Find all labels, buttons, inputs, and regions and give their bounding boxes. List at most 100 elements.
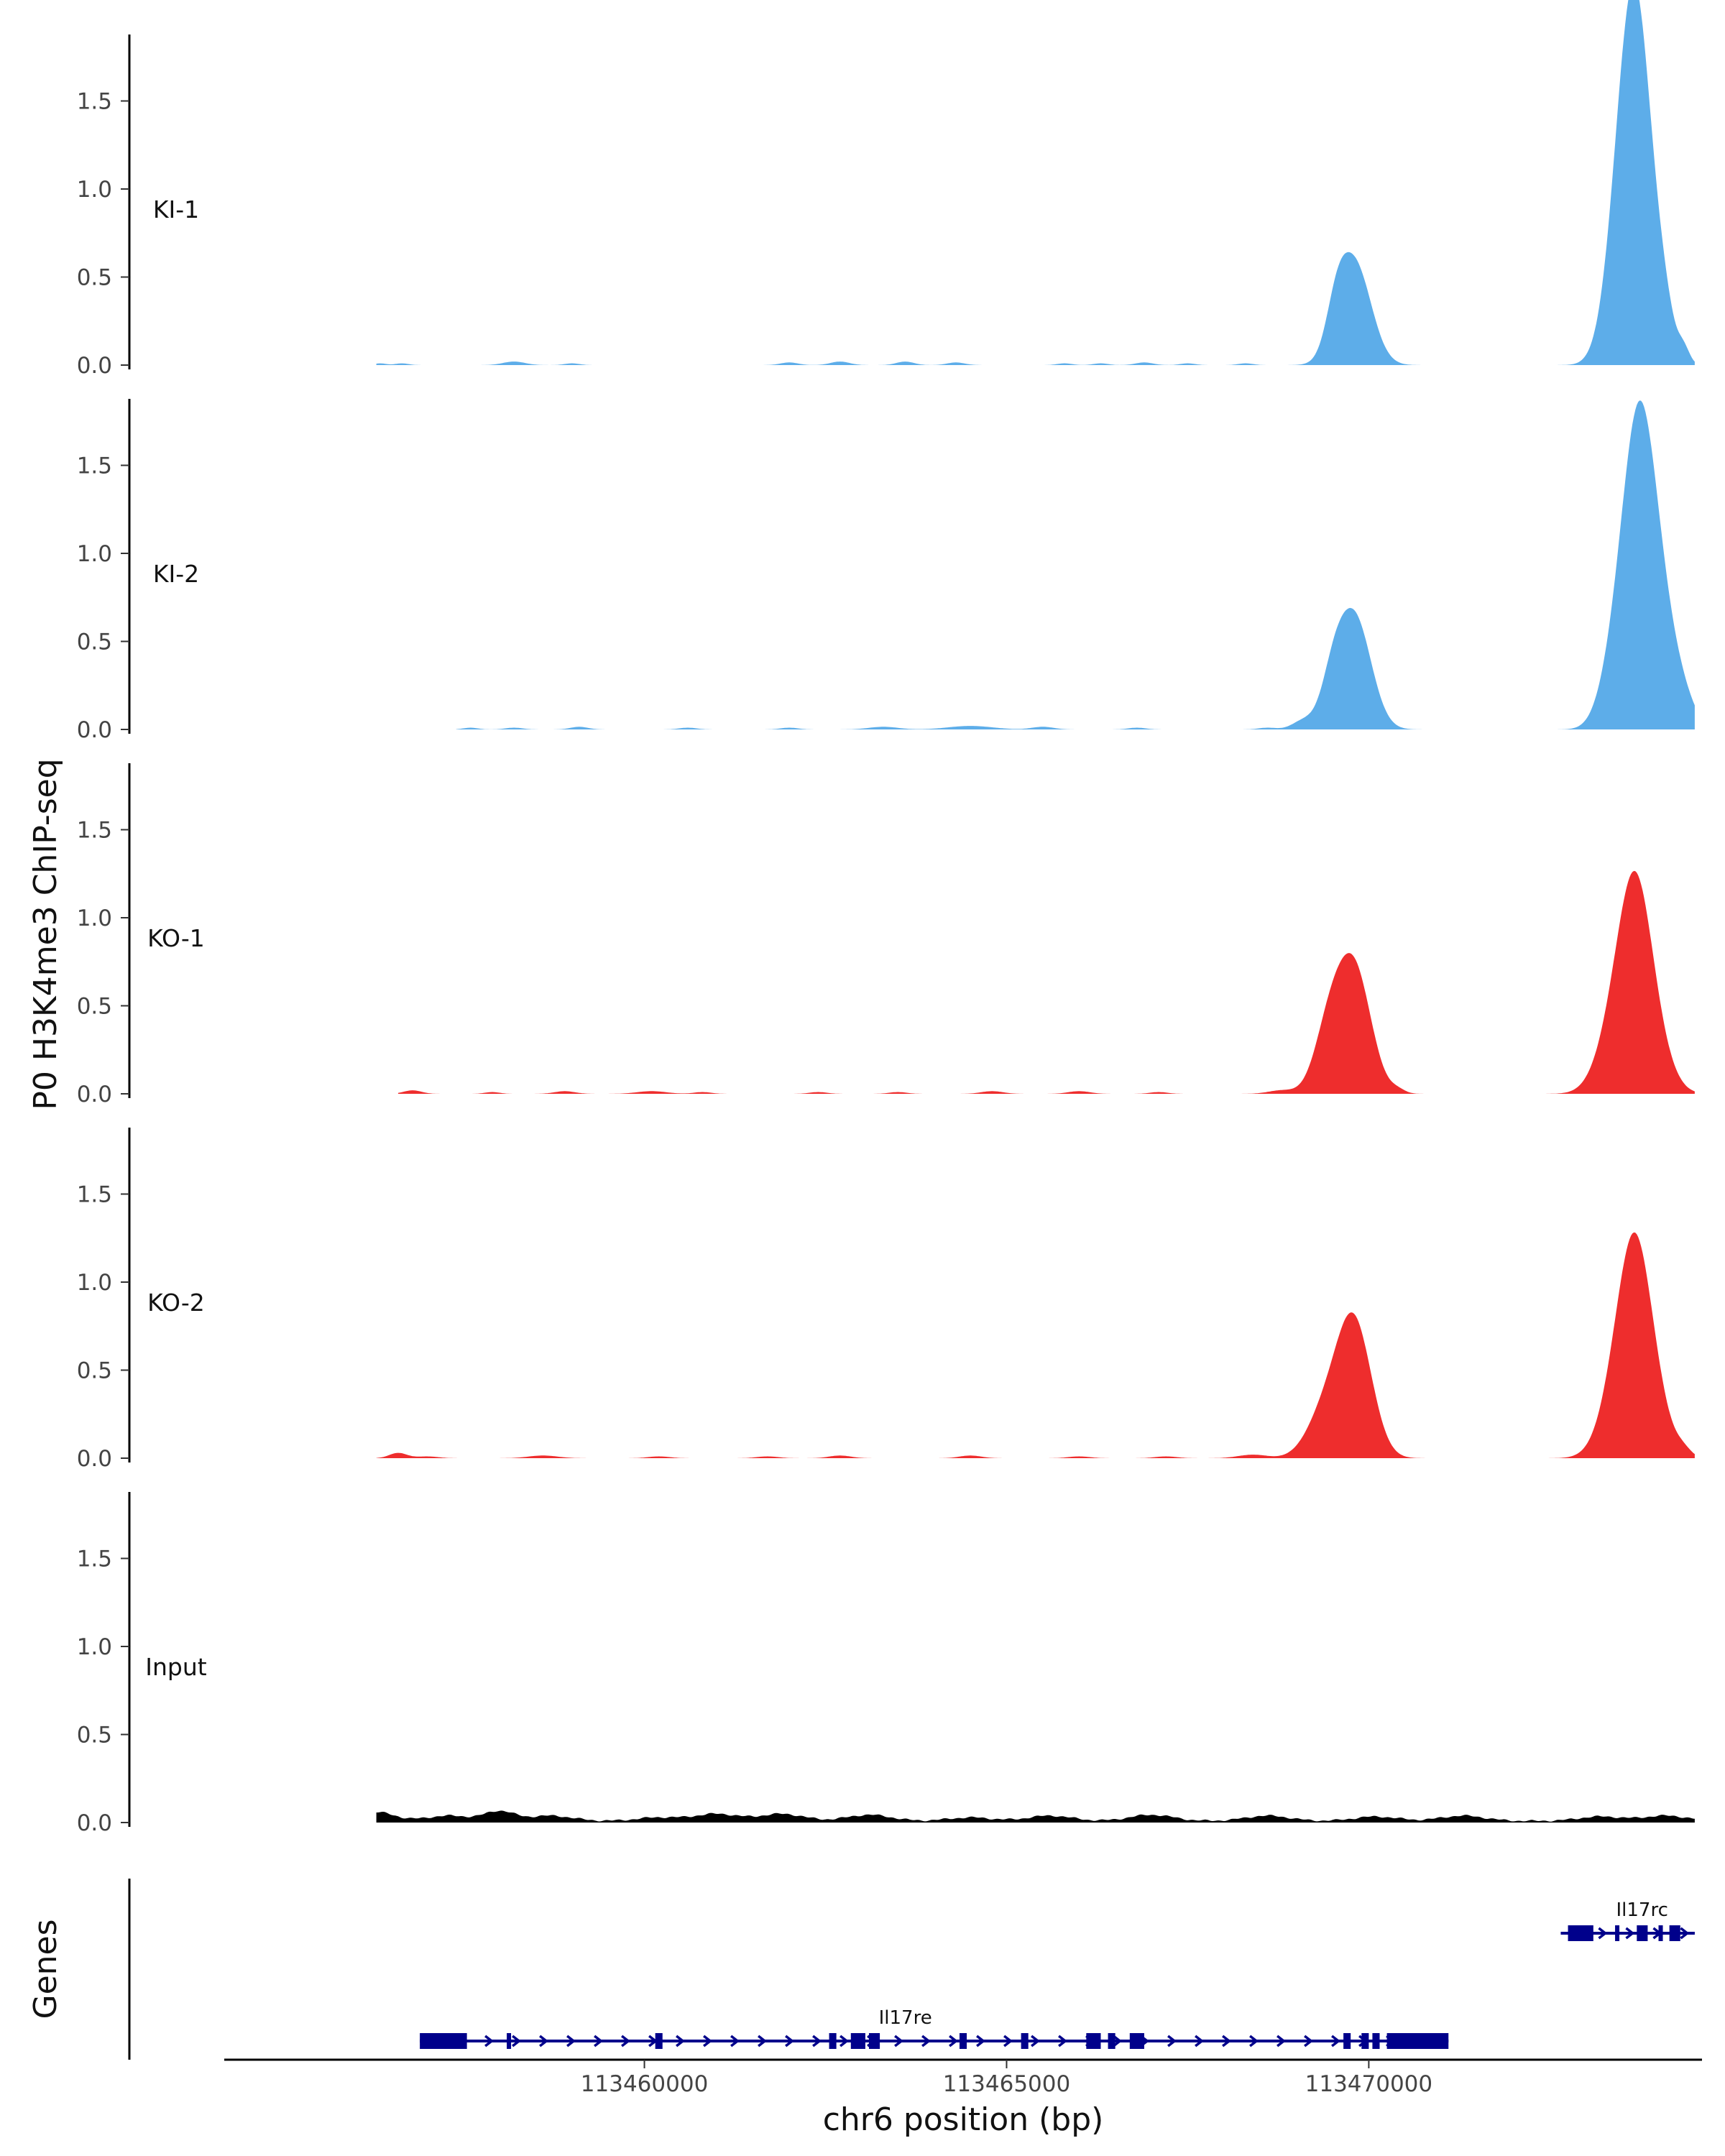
strand-chevron: [812, 2035, 822, 2047]
exon: [1386, 2033, 1449, 2049]
y-tick-label: 1.5: [77, 89, 112, 115]
track-ki-2: 0.0 0.5 1.0 1.5 KI-2: [77, 399, 1695, 743]
exon: [1615, 1925, 1620, 1941]
x-axis-title: chr6 position (bp): [823, 2101, 1104, 2138]
track-label: KO-1: [147, 924, 205, 952]
y-tick-label: 1.5: [77, 1547, 112, 1572]
track-ko-2: 0.0 0.5 1.0 1.5 KO-2: [77, 1128, 1695, 1472]
genes-track-title: Genes: [27, 1919, 64, 2019]
track-label: KI-2: [153, 560, 199, 588]
strand-chevron: [1058, 2035, 1067, 2047]
exon: [507, 2033, 512, 2049]
exon: [655, 2033, 663, 2049]
gene-il17rc: Il17rc: [1560, 1899, 1695, 1941]
y-tick-label: 0.0: [77, 353, 112, 379]
track-ki-1: 0.0 0.5 1.0 1.5 KI-1: [77, 0, 1695, 379]
strand-chevron: [1031, 2035, 1040, 2047]
gene-label: Il17re: [879, 2007, 932, 2029]
exon: [1669, 1925, 1680, 1941]
strand-chevron: [1113, 2035, 1122, 2047]
strand-chevron: [1625, 1927, 1635, 1940]
y-tick-label: 1.0: [77, 541, 112, 567]
y-tick-label: 0.0: [77, 1810, 112, 1836]
y-tick-label: 1.5: [77, 818, 112, 844]
exon: [1637, 1925, 1648, 1941]
exon: [1108, 2033, 1116, 2049]
strand-chevron: [566, 2035, 576, 2047]
track-label: KO-2: [147, 1289, 205, 1317]
coverage-area-ki-2: [456, 400, 1695, 729]
coverage-area-ko-1: [397, 870, 1695, 1094]
exon: [1658, 1925, 1663, 1941]
y-tick-label: 0.5: [77, 630, 112, 655]
y-tick-label: 0.0: [77, 1082, 112, 1107]
y-tick-label: 1.5: [77, 1182, 112, 1208]
y-tick-label: 0.0: [77, 717, 112, 743]
strand-chevron: [949, 2035, 958, 2047]
exon: [1086, 2033, 1101, 2049]
strand-chevron: [621, 2035, 630, 2047]
y-tick-label: 1.0: [77, 1270, 112, 1296]
exon: [1372, 2033, 1380, 2049]
strand-chevron: [840, 2035, 849, 2047]
y-tick-label: 0.5: [77, 1358, 112, 1384]
exon: [850, 2033, 865, 2049]
strand-chevron: [730, 2035, 740, 2047]
exon: [868, 2033, 880, 2049]
coverage-area-input: [376, 1810, 1695, 1823]
tracks-layer: 0.0 0.5 1.0 1.5 KI-1 0.0 0.5 1.0 1.5 KI-2 0.0 0.5 1.…: [77, 0, 1695, 1836]
y-axis-title: P0 H3K4me3 ChIP-seq: [27, 758, 64, 1110]
exon: [1129, 2033, 1144, 2049]
x-tick-label: 113470000: [1305, 2071, 1433, 2097]
exon: [420, 2033, 467, 2049]
exon: [1361, 2033, 1369, 2049]
track-label: KI-1: [153, 195, 199, 224]
x-tick-label: 113460000: [581, 2071, 709, 2097]
strand-chevron: [1195, 2035, 1204, 2047]
track-input: 0.0 0.5 1.0 1.5 Input: [77, 1492, 1695, 1836]
strand-chevron: [1598, 1927, 1608, 1940]
exon: [829, 2033, 837, 2049]
y-tick-label: 0.5: [77, 1723, 112, 1749]
y-tick-label: 1.0: [77, 906, 112, 931]
exon: [1568, 1925, 1593, 1941]
gene-il17re: Il17re: [420, 2007, 1449, 2049]
strand-chevron: [758, 2035, 767, 2047]
exon: [1021, 2033, 1029, 2049]
x-axis: chr6 position (bp) 113460000 113465000 113…: [224, 2058, 1702, 2138]
exon: [959, 2033, 967, 2049]
strand-chevron: [1304, 2035, 1313, 2047]
exon: [1343, 2033, 1351, 2049]
strand-chevron: [894, 2035, 903, 2047]
y-tick-label: 0.5: [77, 265, 112, 291]
strand-chevron: [1003, 2035, 1013, 2047]
coverage-area-ki-1: [376, 0, 1695, 365]
strand-chevron: [1331, 2035, 1340, 2047]
y-tick-label: 1.5: [77, 453, 112, 479]
strand-chevron: [1222, 2035, 1231, 2047]
strand-chevron: [921, 2035, 931, 2047]
y-tick-label: 1.0: [77, 177, 112, 203]
y-tick-label: 1.0: [77, 1634, 112, 1660]
strand-chevron: [1167, 2035, 1177, 2047]
x-tick-label: 113465000: [943, 2071, 1071, 2097]
strand-chevron: [512, 2035, 521, 2047]
genes-track: Genes Il17re Il17rc: [27, 1879, 1695, 2060]
y-tick-label: 0.0: [77, 1446, 112, 1472]
strand-chevron: [703, 2035, 712, 2047]
strand-chevron: [1249, 2035, 1259, 2047]
track-label: Input: [145, 1653, 207, 1681]
y-tick-label: 0.5: [77, 994, 112, 1020]
strand-chevron: [539, 2035, 548, 2047]
gene-label: Il17rc: [1616, 1899, 1668, 1921]
strand-chevron: [785, 2035, 794, 2047]
strand-chevron: [1276, 2035, 1286, 2047]
strand-chevron: [594, 2035, 603, 2047]
strand-chevron: [484, 2035, 494, 2047]
strand-chevron: [1680, 1927, 1690, 1940]
track-ko-1: 0.0 0.5 1.0 1.5 KO-1: [77, 763, 1695, 1107]
strand-chevron: [976, 2035, 985, 2047]
strand-chevron: [676, 2035, 685, 2047]
coverage-area-ko-2: [376, 1232, 1695, 1458]
